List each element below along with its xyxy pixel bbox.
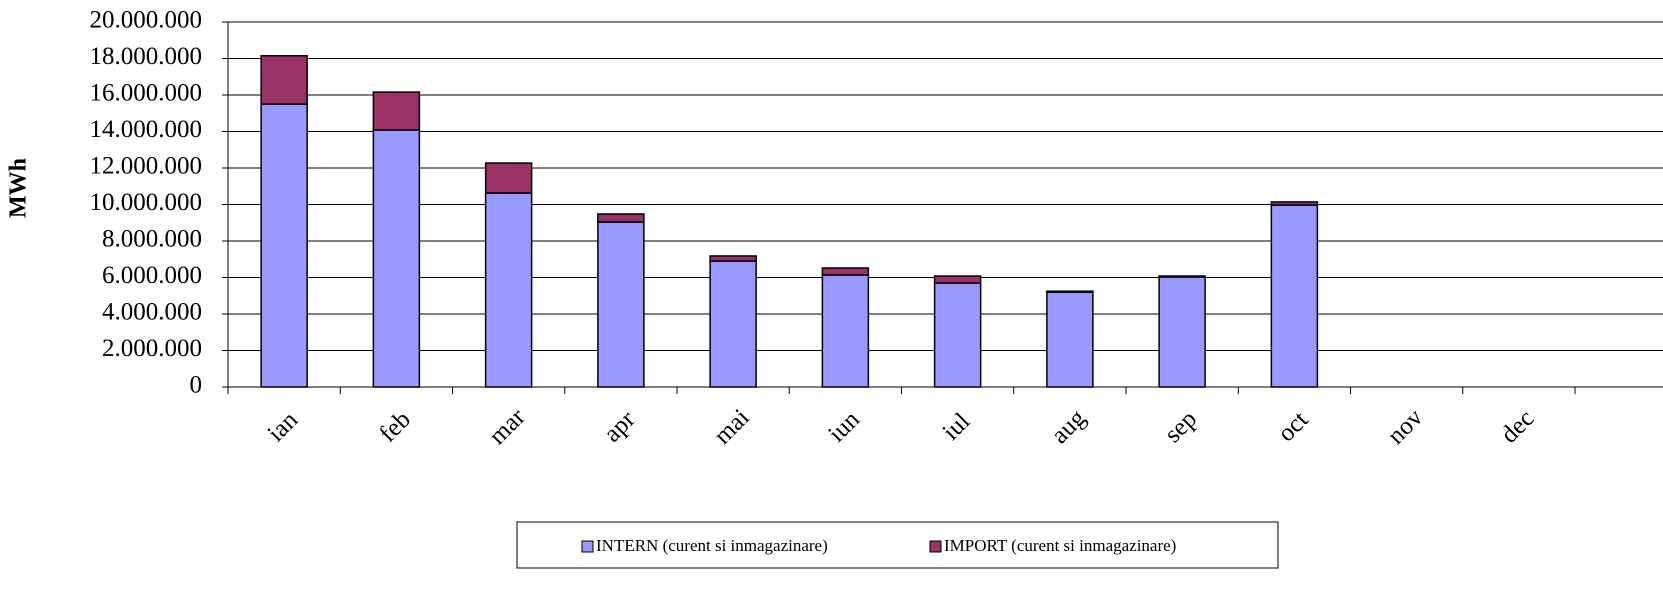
x-tick-label: iul	[937, 408, 975, 446]
bar-segment	[1158, 276, 1206, 388]
bar-segment	[1270, 201, 1319, 206]
bar-segment	[260, 55, 308, 105]
x-tick-label: aug	[1046, 404, 1091, 449]
bar-segment	[709, 255, 757, 262]
x-tick-label: oct	[1273, 406, 1314, 447]
bar-segment	[933, 275, 982, 284]
bar-segment	[709, 260, 757, 388]
bar-segment	[821, 267, 870, 276]
y-tick-label: 4.000.000	[102, 299, 202, 326]
x-tick-label: mai	[709, 404, 755, 450]
y-tick-label: 8.000.000	[102, 226, 202, 253]
y-tick-label: 12.000.000	[90, 153, 203, 180]
x-tick-label: nov	[1383, 404, 1429, 450]
bar-segment	[372, 129, 421, 388]
y-tick-label: 14.000.000	[90, 116, 203, 143]
bar-segment	[821, 274, 870, 388]
x-tick-label: apr	[599, 405, 641, 447]
bar-segment	[1158, 275, 1206, 278]
x-tick-label: ian	[263, 406, 304, 447]
bar-segment	[260, 103, 308, 388]
y-tick-label: 10.000.000	[90, 189, 203, 216]
bar-segment	[484, 192, 533, 388]
y-tick-label: 6.000.000	[102, 262, 202, 289]
bar-segment	[1046, 291, 1094, 388]
y-tick-label: 16.000.000	[90, 80, 203, 107]
bar-segment	[597, 213, 645, 223]
x-tick-label: feb	[374, 406, 416, 448]
legend-box	[516, 521, 1279, 569]
y-tick-label: 0	[190, 372, 203, 399]
bar-segment	[597, 221, 645, 388]
legend-swatch	[929, 540, 942, 553]
legend-swatch	[581, 540, 594, 553]
bar-segment	[1270, 204, 1319, 388]
legend-label: INTERN (curent si inmagazinare)	[596, 536, 828, 555]
x-tick-label: mar	[484, 403, 531, 450]
x-tick-label: dec	[1496, 405, 1540, 449]
y-tick-label: 20.000.000	[90, 7, 203, 34]
legend-label: IMPORT (curent si inmagazinare)	[944, 536, 1176, 555]
bar-segment	[1046, 290, 1094, 293]
y-tick-label: 18.000.000	[90, 43, 203, 70]
bar-segment	[484, 162, 533, 194]
bar-segment	[933, 282, 982, 388]
x-tick-label: iun	[823, 406, 865, 448]
y-tick-label: 2.000.000	[102, 335, 202, 362]
y-axis-label: MWh	[6, 158, 32, 218]
x-tick-label: sep	[1160, 405, 1203, 448]
bar-segment	[372, 91, 421, 131]
